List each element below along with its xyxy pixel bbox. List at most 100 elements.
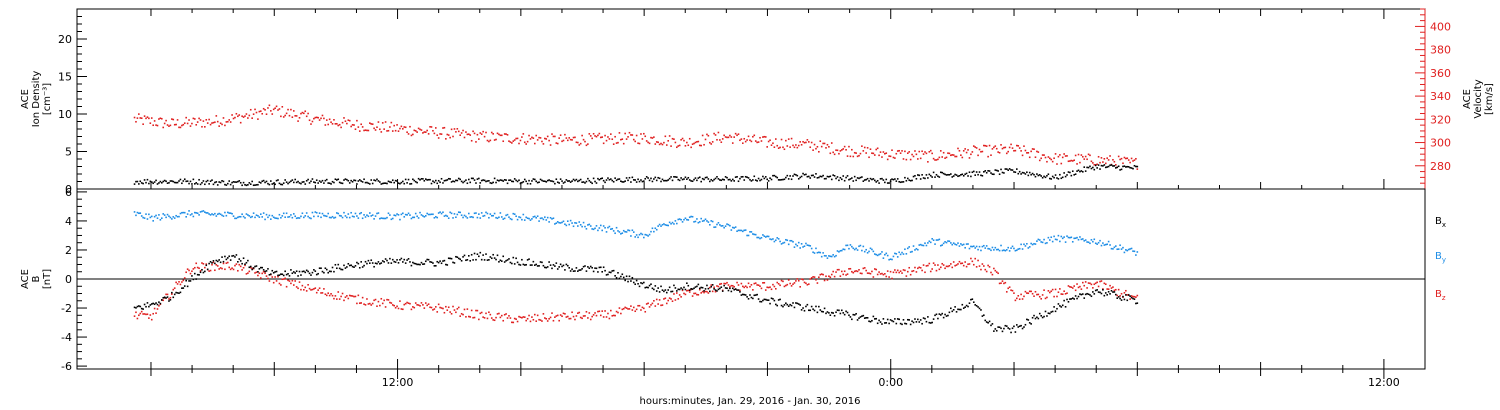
density-series-point	[813, 176, 816, 178]
density-series-point	[209, 180, 212, 182]
bz-series-point	[288, 280, 291, 282]
by-series-point	[426, 212, 428, 215]
bx-series-point	[1102, 289, 1104, 291]
bx-series-point	[1069, 298, 1071, 300]
by-series-point	[492, 214, 494, 217]
bx-series-point	[961, 303, 964, 306]
top-left-axis-title-line: Ion Density	[31, 71, 42, 128]
bz-series-point	[958, 260, 961, 263]
bx-series-point	[691, 288, 694, 290]
bz-series-point	[665, 302, 668, 305]
bz-series-point	[919, 267, 922, 269]
bx-series-point	[360, 261, 362, 263]
velocity-series-point	[264, 109, 266, 111]
velocity-series-point	[627, 136, 629, 138]
bx-series-point	[950, 307, 952, 310]
bx-series-point	[935, 313, 938, 316]
density-series-point	[852, 180, 855, 182]
by-series-point	[350, 211, 352, 214]
density-series-point	[1113, 165, 1116, 167]
velocity-series-point	[927, 161, 929, 163]
density-series-point	[772, 174, 774, 177]
by-series-point	[201, 210, 203, 213]
velocity-series-point	[162, 126, 165, 129]
bz-series-point	[478, 318, 480, 321]
velocity-series-point	[271, 113, 274, 115]
density-series-point	[1090, 167, 1093, 170]
velocity-series-point	[997, 151, 999, 153]
bz-series-point	[879, 273, 882, 275]
density-series-point	[274, 183, 276, 186]
bx-series-point	[463, 254, 466, 257]
bx-series-point	[475, 258, 477, 261]
bx-series-point	[780, 304, 783, 307]
bz-series-point	[1038, 295, 1041, 298]
density-series-point	[769, 177, 771, 179]
density-series-point	[921, 174, 923, 176]
by-series-point	[439, 211, 441, 213]
bx-series-point	[1053, 306, 1055, 308]
density-series-point	[825, 177, 827, 180]
by-series-point	[770, 238, 773, 241]
bx-series-point	[924, 317, 926, 320]
by-series-point	[866, 251, 869, 254]
by-series-point	[1107, 240, 1110, 243]
bz-series-point	[683, 292, 685, 295]
density-series-point	[823, 177, 826, 180]
by-series-point	[396, 213, 398, 215]
bx-series-point	[318, 267, 321, 269]
bz-series-point	[601, 310, 604, 312]
density-series-point	[948, 173, 951, 176]
velocity-series-point	[366, 129, 368, 132]
velocity-series-point	[206, 122, 209, 124]
density-series-point	[386, 182, 388, 185]
by-series-point	[528, 217, 530, 220]
density-series-point	[500, 179, 503, 182]
by-series-point	[308, 217, 311, 219]
bx-series-point	[1082, 293, 1084, 295]
bx-series-point	[1117, 296, 1120, 298]
density-series-point	[490, 182, 493, 185]
bx-series-point	[1080, 293, 1083, 296]
velocity-series-point	[561, 140, 563, 143]
density-series-point	[773, 174, 776, 177]
by-series-point	[868, 250, 870, 253]
by-series-point	[892, 255, 895, 258]
bz-series-point	[917, 267, 919, 270]
bz-series-point	[578, 311, 581, 314]
bz-series-point	[338, 298, 341, 300]
velocity-series-point	[330, 121, 332, 124]
by-series-point	[975, 245, 978, 248]
velocity-series-point	[229, 121, 232, 123]
bx-series-point	[459, 258, 461, 261]
by-series-point	[760, 236, 763, 239]
bx-series-point	[330, 270, 332, 273]
by-series-point	[522, 213, 525, 216]
bz-series-point	[585, 310, 588, 313]
bz-series-point	[1076, 283, 1078, 285]
velocity-series-point	[886, 158, 889, 161]
bz-series-point	[896, 269, 899, 272]
bx-series-point	[435, 265, 437, 267]
by-series-point	[842, 248, 845, 251]
density-series-point	[654, 176, 657, 179]
by-series-point	[1074, 237, 1077, 240]
bx-series-point	[921, 322, 923, 325]
bx-series-point	[1040, 314, 1042, 317]
density-series-point	[145, 181, 147, 184]
bx-series-point	[327, 271, 330, 274]
by-series-point	[221, 214, 223, 217]
bz-series-point	[182, 279, 185, 282]
bx-series-point	[704, 288, 707, 290]
bx-series-point	[450, 257, 453, 260]
by-series-point	[400, 213, 403, 216]
density-series-point	[278, 182, 281, 185]
bz-series-point	[222, 262, 225, 265]
bx-series-point	[429, 261, 431, 263]
by-series-point	[978, 245, 981, 248]
top-right-tick-label: 320	[1430, 113, 1451, 126]
bz-series-point	[191, 270, 193, 273]
density-series-point	[162, 180, 165, 183]
by-series-point	[958, 245, 961, 247]
bottom-left-tick-label: 0	[65, 273, 72, 286]
